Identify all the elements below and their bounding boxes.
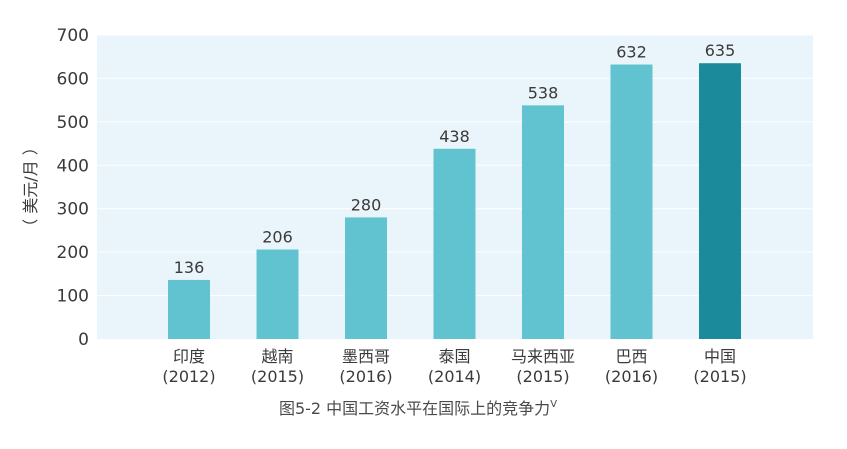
y-tick-label: 200 (57, 243, 89, 263)
x-tick-year: (2014) (428, 367, 481, 386)
data-label: 632 (616, 43, 647, 62)
y-axis-label: （ 美元/月 ） (21, 139, 40, 235)
y-tick-label: 600 (57, 69, 89, 89)
bar (168, 279, 210, 339)
y-axis-ticks: 0 100 200 300 400 500 600 700 (57, 26, 89, 350)
y-tick-label: 300 (57, 200, 89, 220)
y-tick-label: 500 (57, 113, 89, 133)
data-label: 136 (174, 258, 205, 277)
bars (168, 63, 741, 340)
data-label: 538 (528, 83, 559, 102)
x-tick-year: (2016) (339, 367, 392, 386)
bar (699, 63, 741, 339)
x-tick-year: (2015) (693, 367, 746, 386)
x-tick-label: 巴西 (615, 347, 647, 366)
chart-title: 图5-2 中国工资水平在国际上的竞争力V (279, 399, 557, 418)
bar (256, 249, 299, 339)
x-tick-label: 马来西亚 (511, 347, 575, 366)
bar (610, 64, 653, 339)
x-tick-label: 印度 (173, 347, 205, 366)
x-tick-label: 泰国 (438, 347, 470, 366)
x-tick-year: (2015) (251, 367, 304, 386)
bar (433, 148, 476, 339)
x-tick-label: 越南 (261, 347, 293, 366)
x-tick-year: (2016) (605, 367, 658, 386)
x-axis-ticks: 印度(2012)越南(2015)墨西哥(2016)泰国(2014)马来西亚(20… (162, 347, 746, 386)
bar (522, 105, 564, 340)
y-tick-label: 100 (57, 287, 89, 307)
x-tick-label: 墨西哥 (342, 347, 390, 366)
chart-title-text: 图5-2 中国工资水平在国际上的竞争力 (279, 399, 550, 418)
data-label: 280 (351, 195, 382, 214)
data-labels: 136 206 280 438 538 632 635 (174, 41, 736, 277)
x-tick-label: 中国 (704, 347, 736, 366)
x-tick-year: (2012) (162, 367, 215, 386)
data-label: 206 (262, 228, 293, 247)
y-tick-label: 700 (57, 26, 89, 46)
chart-title-superscript: V (550, 399, 557, 410)
y-tick-label: 400 (57, 156, 89, 176)
y-tick-label: 0 (78, 330, 89, 350)
data-label: 438 (439, 127, 470, 146)
data-label: 635 (705, 41, 736, 60)
x-tick-year: (2015) (516, 367, 569, 386)
bar (345, 217, 387, 339)
